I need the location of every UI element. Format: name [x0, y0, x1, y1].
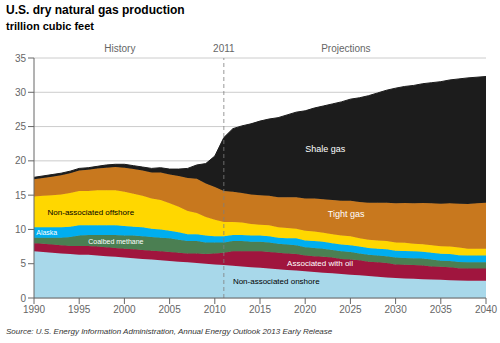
svg-text:15: 15 — [15, 190, 27, 201]
svg-text:1995: 1995 — [68, 304, 91, 315]
html-text:U.S. dry natural gas productio: U.S. dry natural gas production — [6, 3, 185, 17]
html-text:History: History — [104, 43, 136, 54]
svg-text:20: 20 — [15, 155, 27, 166]
svg-text:0: 0 — [20, 293, 26, 304]
svg-text:1990: 1990 — [23, 304, 46, 315]
html-text:Source: U.S. Energy Informatio: Source: U.S. Energy Information Administ… — [6, 327, 333, 336]
svg-text:35: 35 — [15, 53, 27, 64]
svg-text:2010: 2010 — [204, 304, 227, 315]
html-text:Shale gas: Shale gas — [305, 144, 346, 155]
html-text:2011: 2011 — [213, 43, 235, 54]
html-text:Coalbed methane: Coalbed methane — [88, 237, 144, 245]
html-text:Tight gas: Tight gas — [327, 209, 365, 219]
html-text:Associated with oil: Associated with oil — [287, 258, 353, 268]
html-text:Non-associated offshore: Non-associated offshore — [47, 207, 135, 217]
svg-text:25: 25 — [15, 121, 27, 132]
html-text:trillion cubic feet: trillion cubic feet — [6, 20, 94, 32]
svg-text:2015: 2015 — [249, 304, 272, 315]
svg-text:2000: 2000 — [113, 304, 136, 315]
svg-text:10: 10 — [15, 224, 27, 235]
html-text:Projections: Projections — [321, 43, 371, 54]
html-text:Non-associated onshore: Non-associated onshore — [232, 276, 320, 286]
html-text:Alaska: Alaska — [36, 229, 58, 236]
svg-text:2025: 2025 — [339, 304, 362, 315]
svg-text:2020: 2020 — [294, 304, 317, 315]
svg-text:30: 30 — [15, 87, 27, 98]
svg-text:2005: 2005 — [158, 304, 181, 315]
svg-text:2040: 2040 — [475, 304, 492, 315]
svg-text:2035: 2035 — [430, 304, 453, 315]
svg-text:2030: 2030 — [384, 304, 407, 315]
svg-text:5: 5 — [20, 258, 26, 269]
